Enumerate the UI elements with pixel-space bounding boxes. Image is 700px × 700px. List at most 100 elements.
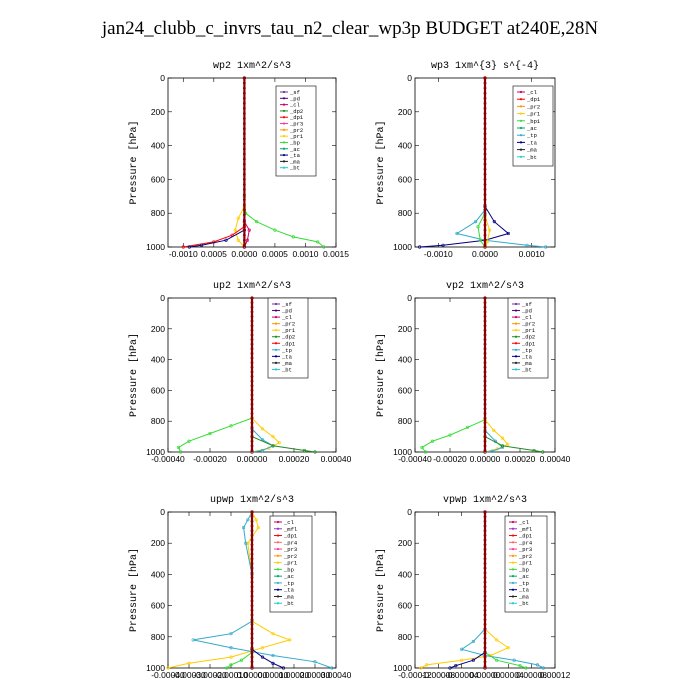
zero-profile-marker: [483, 618, 487, 622]
zero-profile-marker: [483, 585, 487, 589]
legend-label: _pr2: [526, 103, 540, 110]
zero-profile-marker: [483, 604, 487, 607]
series-point: [254, 220, 259, 224]
zero-profile-marker: [250, 356, 254, 360]
zero-profile-marker: [242, 183, 246, 186]
series-point: [179, 450, 183, 454]
zero-profile-marker: [483, 660, 487, 664]
legend-marker: [282, 109, 286, 113]
zero-profile-marker: [250, 296, 254, 300]
zero-profile-marker: [483, 342, 487, 346]
series-point: [465, 425, 470, 429]
zero-profile-marker: [250, 301, 254, 305]
zero-profile-marker: [483, 315, 487, 318]
zero-profile-marker: [250, 444, 254, 448]
legend-label: _ta: [283, 587, 295, 594]
chart-panel-5: upwp 1xm^2/s^3 Pressure [hPa] 0 200 400 600 80…: [128, 494, 352, 680]
zero-profile-marker: [250, 449, 254, 452]
zero-profile-marker: [250, 375, 254, 378]
zero-profile-marker: [483, 524, 487, 528]
zero-profile-marker: [242, 81, 246, 85]
legend-label: _ma: [283, 593, 295, 600]
series-point: [492, 428, 496, 433]
zero-profile-marker: [483, 162, 487, 166]
chart-panel-4: vp2 1xm^2/s^3 Pressure [hPa] 0 200 400 600 800…: [375, 280, 571, 464]
chart-panel-3: up2 1xm^2/s^3 Pressure [hPa] 0 200 400 600 800…: [128, 280, 352, 464]
legend-label: _pr2: [518, 553, 532, 560]
series-line-dp1: [421, 298, 486, 453]
zero-profile-marker: [483, 552, 487, 556]
zero-profile-marker: [250, 519, 254, 523]
zero-profile-marker: [483, 379, 487, 383]
series-point: [256, 525, 260, 530]
legend-label: _pr1: [289, 133, 304, 140]
legend-label: _bt: [289, 165, 300, 172]
zero-profile-marker: [242, 213, 246, 217]
zero-profile-marker: [242, 122, 246, 126]
legend-label: _ta: [289, 152, 301, 159]
zero-profile-marker: [483, 519, 487, 523]
series-point: [420, 445, 424, 449]
zero-profile-marker: [483, 333, 487, 337]
legend-marker: [282, 116, 286, 119]
series-point: [260, 448, 265, 453]
series-point: [187, 245, 191, 249]
legend-label: _ma: [289, 158, 301, 165]
legend-label: _pr2: [281, 321, 295, 328]
legend-label: _bp: [518, 566, 529, 573]
x-tick-label: 0.0010: [292, 249, 318, 259]
legend-label: _dp1: [281, 340, 296, 347]
series-point: [518, 664, 522, 668]
x-tick-label: 0.00000: [470, 454, 501, 464]
zero-profile-marker: [483, 534, 487, 537]
y-tick-label: 1000: [393, 447, 412, 457]
zero-profile-marker: [483, 608, 487, 612]
zero-profile-marker: [242, 162, 246, 166]
legend-marker: [511, 554, 515, 557]
series-point: [225, 666, 229, 670]
zero-profile-marker: [483, 576, 487, 579]
y-tick-label: 200: [151, 324, 165, 334]
legend-label: _pr4: [518, 539, 533, 546]
legend-marker: [519, 98, 523, 101]
x-tick-label: 0.0010: [519, 249, 545, 259]
legend-label: _bt: [283, 600, 294, 607]
legend-marker: [511, 595, 515, 598]
zero-profile-marker: [250, 338, 254, 341]
x-tick-label: -0.00040: [151, 454, 185, 464]
zero-profile-marker: [242, 147, 246, 151]
x-tick-label: 0.00020: [279, 454, 310, 464]
series-point: [233, 228, 237, 232]
zero-profile-marker: [250, 590, 254, 593]
x-tick-label: 0.00040: [321, 670, 352, 680]
zero-profile-marker: [483, 416, 487, 420]
zero-profile-marker: [242, 243, 246, 247]
legend-marker: [519, 141, 523, 144]
legend-marker: [274, 355, 278, 358]
zero-profile-marker: [250, 636, 254, 640]
legend-label: _dp1: [526, 96, 541, 103]
series-point: [229, 424, 233, 428]
series-point: [288, 638, 292, 642]
y-tick-label: 800: [398, 632, 412, 642]
legend-marker: [282, 147, 286, 150]
series-point: [490, 449, 494, 453]
series-point: [224, 238, 228, 242]
series-point: [273, 228, 277, 232]
zero-profile-marker: [483, 444, 487, 448]
legend-label: _dp1: [283, 533, 298, 540]
legend-marker: [519, 148, 523, 151]
zero-profile-marker: [483, 324, 487, 328]
zero-profile-marker: [242, 137, 246, 141]
zero-profile-marker: [483, 398, 487, 402]
legend-marker: [274, 302, 278, 306]
zero-profile-marker: [242, 142, 246, 146]
zero-profile-marker: [483, 167, 487, 171]
legend-label: _pd: [281, 308, 292, 315]
zero-profile-marker: [483, 301, 487, 305]
legend-marker: [511, 547, 515, 551]
legend-label: _ta: [526, 139, 538, 146]
series-point: [187, 439, 191, 443]
zero-profile-marker: [250, 641, 254, 645]
